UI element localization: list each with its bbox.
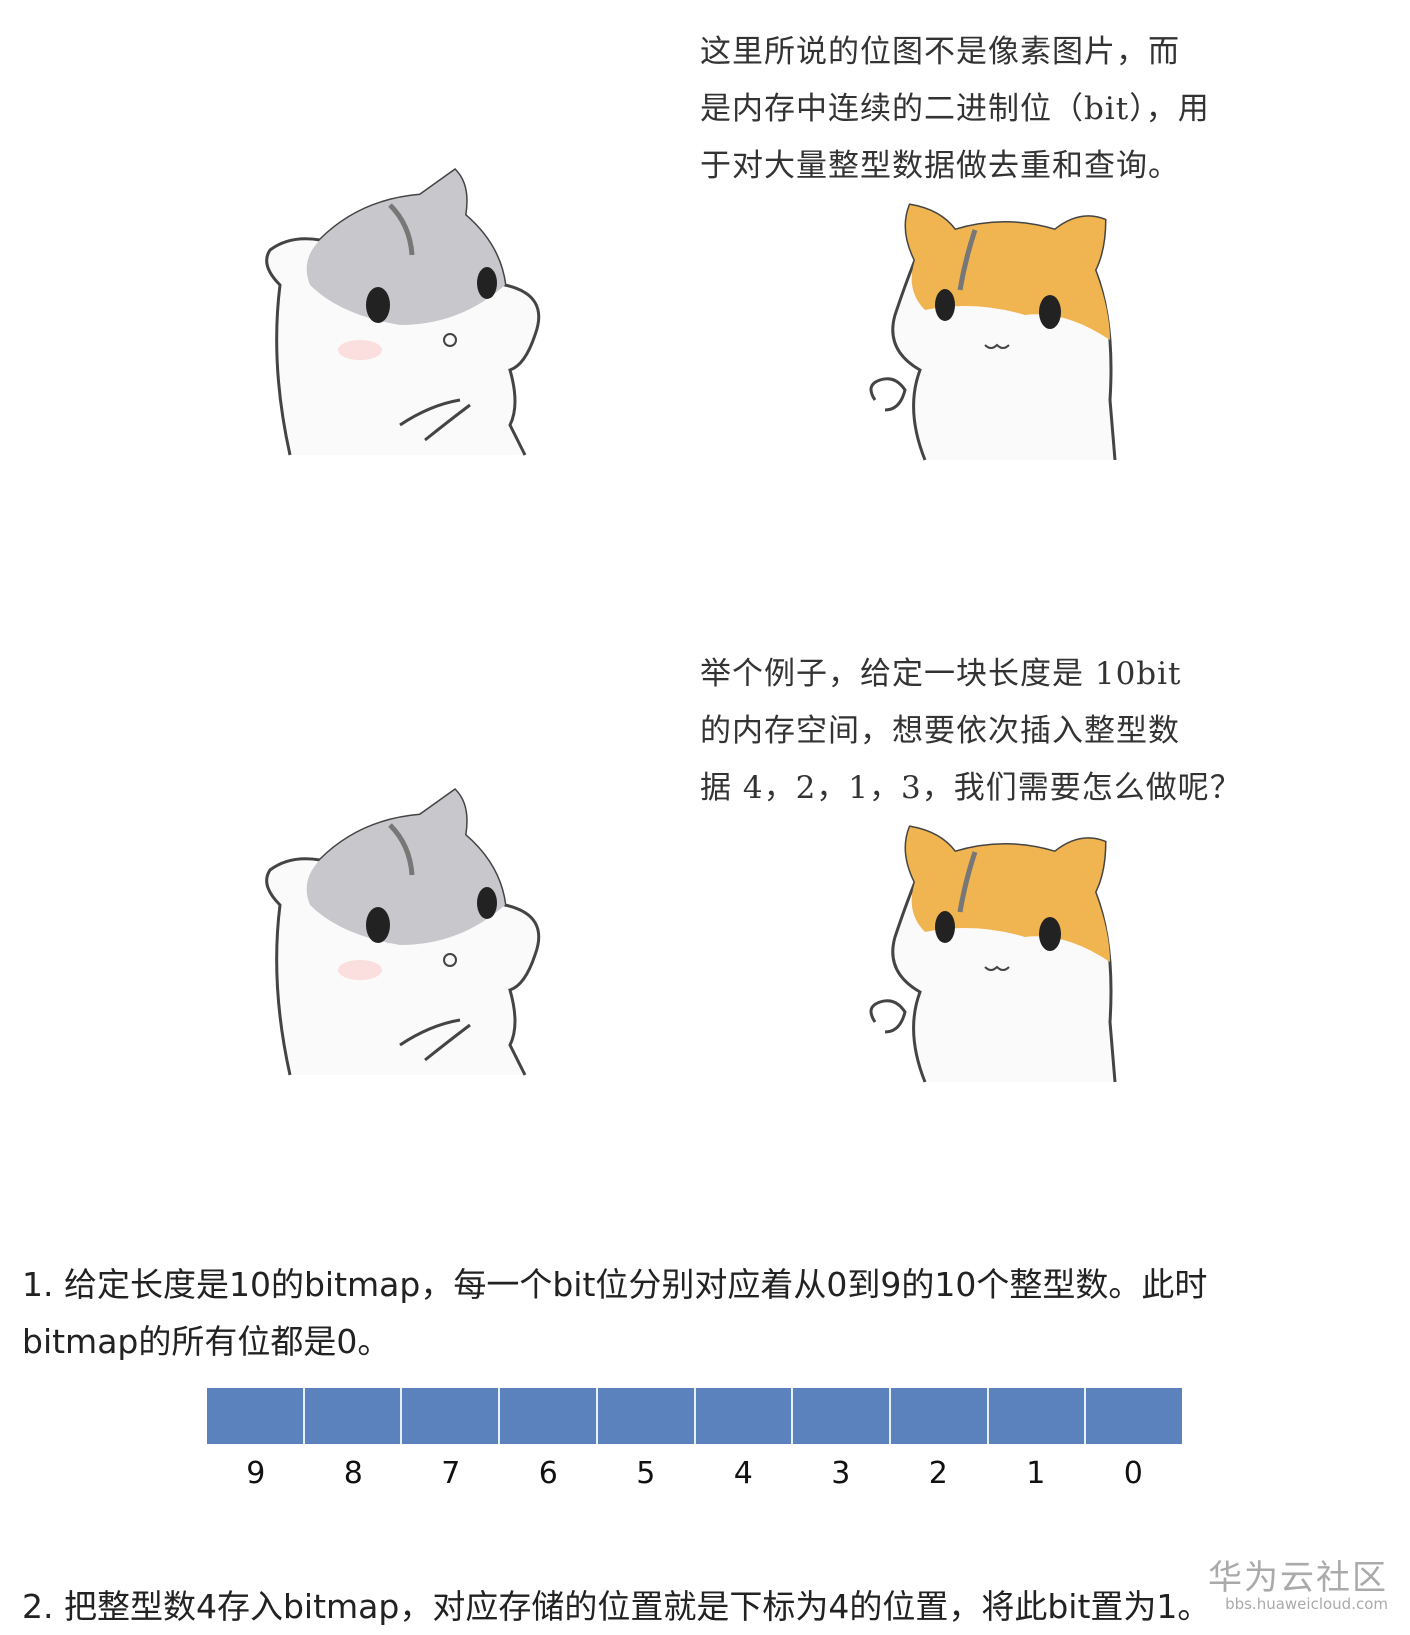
bit-index-label: 7 (441, 1456, 461, 1491)
panel2-caption: 举个例子，给定一块长度是 10bit 的内存空间，想要依次插入整型数 据 4，2… (700, 646, 1242, 817)
caption-line: 于对大量整型数据做去重和查询。 (700, 148, 1180, 184)
step2-paragraph: 2. 把整型数4存入bitmap，对应存储的位置就是下标为4的位置，将此bit置… (22, 1587, 1211, 1626)
caption-line: 据 4，2，1，3，我们需要怎么做呢？ (700, 770, 1242, 806)
bit-cell (695, 1388, 794, 1444)
bit-index-label: 5 (636, 1456, 656, 1491)
caption-line: 是内存中连续的二进制位（bit），用 (700, 91, 1210, 127)
bit-cell (207, 1388, 305, 1444)
panel1-caption: 这里所说的位图不是像素图片，而 是内存中连续的二进制位（bit），用 于对大量整… (700, 24, 1210, 195)
bit-cell (500, 1388, 598, 1444)
bit-cell (1086, 1388, 1183, 1444)
caption-line: 这里所说的位图不是像素图片，而 (700, 34, 1180, 70)
orange-hamster-illustration (869, 203, 1117, 461)
bit-cell (402, 1388, 501, 1444)
bit-index-label: 8 (343, 1456, 363, 1491)
bit-index-label: 1 (1026, 1456, 1046, 1491)
bit-index-label: 4 (733, 1456, 753, 1491)
paragraph-line: 1. 给定长度是10的bitmap，每一个bit位分别对应着从0到9的10个整型… (22, 1265, 1208, 1304)
bit-index-label: 2 (928, 1456, 948, 1491)
watermark-site: bbs.huaweicloud.com (1225, 1595, 1388, 1613)
bitmap-diagram (207, 1388, 1183, 1444)
bit-cell (988, 1388, 1087, 1444)
bit-index-label: 6 (538, 1456, 558, 1491)
watermark-brand: 华为云社区 (1208, 1558, 1388, 1598)
caption-line: 举个例子，给定一块长度是 10bit (700, 656, 1182, 692)
bit-cell (304, 1388, 403, 1444)
caption-line: 的内存空间，想要依次插入整型数 (700, 713, 1180, 749)
bit-cell (597, 1388, 696, 1444)
bit-index-label: 0 (1123, 1456, 1143, 1491)
gray-hamster-illustration (265, 168, 541, 456)
watermark: 华为云社区 bbs.huaweicloud.com (1208, 1550, 1388, 1613)
bit-index-label: 3 (831, 1456, 851, 1491)
orange-hamster-illustration (869, 825, 1117, 1083)
bit-index-label: 9 (246, 1456, 266, 1491)
bit-cell (890, 1388, 989, 1444)
gray-hamster-illustration (265, 788, 541, 1076)
bit-cell (793, 1388, 891, 1444)
step1-paragraph: 1. 给定长度是10的bitmap，每一个bit位分别对应着从0到9的10个整型… (22, 1256, 1207, 1370)
paragraph-line: bitmap的所有位都是0。 (22, 1322, 391, 1361)
bitmap-index-labels: 9 8 7 6 5 4 3 2 1 0 (207, 1456, 1182, 1491)
